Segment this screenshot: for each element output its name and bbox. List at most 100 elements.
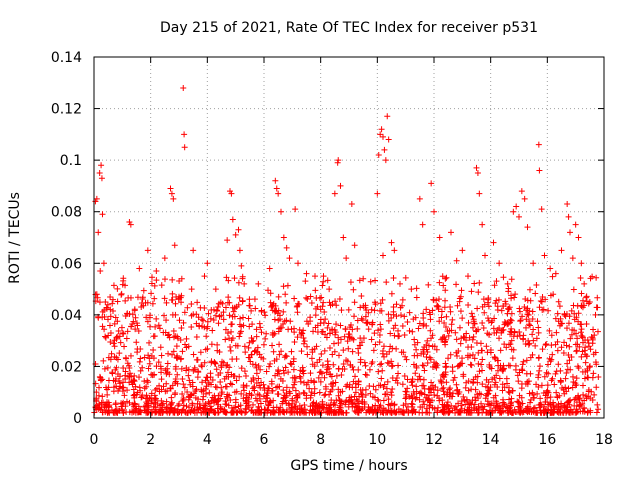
data-point: [164, 332, 171, 339]
data-point: [257, 324, 264, 331]
data-point: [465, 319, 472, 326]
data-point: [167, 385, 174, 392]
data-point: [582, 344, 589, 351]
data-point: [183, 403, 190, 410]
data-point: [263, 368, 270, 375]
data-point: [388, 392, 395, 399]
data-point: [484, 349, 491, 356]
data-point: [240, 322, 247, 329]
data-point: [308, 300, 315, 307]
data-point: [333, 372, 340, 379]
data-point: [168, 399, 175, 406]
data-point: [219, 300, 226, 307]
data-point: [126, 399, 133, 406]
data-point: [377, 361, 384, 368]
data-point: [151, 282, 158, 289]
data-point: [474, 305, 481, 312]
data-point: [263, 330, 270, 337]
data-point: [383, 385, 390, 392]
data-point: [563, 325, 570, 332]
chart-title: Day 215 of 2021, Rate Of TEC Index for r…: [160, 20, 538, 36]
data-point: [142, 402, 149, 409]
data-point: [106, 322, 113, 329]
data-point: [267, 290, 274, 297]
data-point: [426, 392, 433, 399]
data-point: [227, 396, 234, 403]
data-point: [293, 303, 300, 310]
data-point: [328, 406, 335, 413]
data-point: [191, 364, 198, 371]
data-point: [301, 338, 308, 345]
data-point: [151, 333, 158, 340]
data-point: [496, 335, 503, 342]
data-point: [258, 308, 265, 315]
data-point: [553, 389, 560, 396]
data-point: [388, 363, 395, 370]
data-point: [529, 351, 536, 358]
data-point: [517, 318, 524, 325]
data-point: [148, 400, 155, 407]
data-point: [569, 373, 576, 380]
data-point: [256, 407, 263, 414]
data-point: [159, 409, 166, 416]
y-tick-label: 0.08: [51, 205, 82, 221]
data-point: [414, 339, 421, 346]
data-point: [505, 388, 512, 395]
data-point: [564, 366, 571, 373]
data-point: [554, 347, 561, 354]
data-point: [469, 313, 476, 320]
data-point: [393, 408, 400, 415]
data-point: [460, 373, 467, 380]
data-point: [402, 400, 409, 407]
data-point: [435, 404, 442, 411]
data-point: [193, 333, 200, 340]
data-point: [146, 323, 153, 330]
data-point: [353, 396, 360, 403]
data-point: [227, 347, 234, 354]
data-point: [532, 342, 539, 349]
data-point: [579, 368, 586, 375]
x-tick-label: 6: [260, 432, 269, 448]
data-point: [118, 290, 125, 297]
data-point: [564, 200, 571, 207]
data-point: [294, 302, 301, 309]
data-point: [380, 397, 387, 404]
data-point: [375, 368, 382, 375]
data-point: [423, 353, 430, 360]
data-point: [536, 367, 543, 374]
data-point: [231, 373, 238, 380]
data-point: [316, 408, 323, 415]
data-point: [99, 211, 106, 218]
data-point: [260, 381, 267, 388]
data-point: [357, 335, 364, 342]
data-point: [399, 381, 406, 388]
data-point: [356, 277, 363, 284]
data-point: [105, 408, 112, 415]
data-point: [581, 280, 588, 287]
data-point: [375, 407, 382, 414]
data-point: [100, 260, 107, 267]
data-point: [520, 358, 527, 365]
data-point: [546, 401, 553, 408]
y-tick-label: 0.02: [51, 359, 82, 375]
data-point: [181, 384, 188, 391]
data-point: [527, 370, 534, 377]
data-point: [516, 213, 522, 220]
data-point: [374, 406, 381, 413]
data-point: [304, 343, 311, 350]
data-point: [152, 408, 159, 415]
data-point: [100, 357, 107, 364]
data-point: [148, 274, 155, 281]
data-point: [172, 375, 179, 382]
data-point: [110, 388, 117, 395]
data-point: [304, 351, 311, 358]
data-point: [144, 379, 151, 386]
data-point: [226, 312, 233, 319]
data-point: [308, 355, 315, 362]
data-point: [114, 298, 121, 305]
data-point: [472, 386, 479, 393]
data-point: [555, 298, 562, 305]
data-point: [183, 344, 190, 351]
data-point: [566, 343, 573, 350]
data-point: [163, 299, 170, 306]
